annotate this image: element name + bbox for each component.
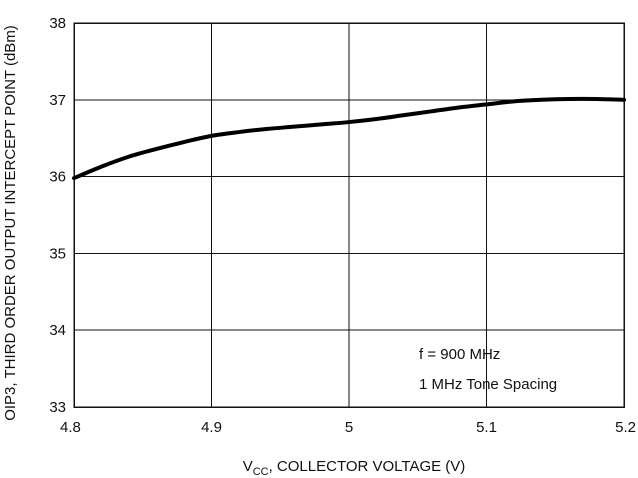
plot-frame xyxy=(73,22,625,408)
annotation-tone-spacing: 1 MHz Tone Spacing xyxy=(419,376,557,393)
y-tick-label: 34 xyxy=(49,322,66,339)
x-tick-label: 5.1 xyxy=(476,419,497,436)
x-tick-label: 5 xyxy=(345,419,353,436)
x-tick-label: 5.2 xyxy=(615,419,636,436)
y-tick-label: 33 xyxy=(49,399,66,416)
oip3-series-line xyxy=(72,96,626,181)
x-tick-label: 4.8 xyxy=(60,419,81,436)
y-tick-label: 35 xyxy=(49,245,66,262)
x-axis-label-subscript: CC xyxy=(253,466,269,478)
x-axis-label: VCC, COLLECTOR VOLTAGE (V) xyxy=(243,458,466,478)
grid xyxy=(73,22,625,408)
y-tick-label: 37 xyxy=(49,92,66,109)
x-tick-label: 4.9 xyxy=(201,419,222,436)
annotation-frequency: f = 900 MHz xyxy=(419,346,500,363)
x-tick-labels: 4.8 4.9 5 5.1 5.2 xyxy=(60,419,636,436)
x-axis-label-rest: , COLLECTOR VOLTAGE (V) xyxy=(269,458,466,475)
y-tick-label: 36 xyxy=(49,169,66,186)
y-axis-label: OIP3, THIRD ORDER OUTPUT INTERCEPT POINT… xyxy=(2,25,19,421)
y-tick-labels: 33 34 35 36 37 38 xyxy=(49,15,66,416)
x-axis-label-main: V xyxy=(243,458,253,475)
y-tick-label: 38 xyxy=(49,15,66,32)
